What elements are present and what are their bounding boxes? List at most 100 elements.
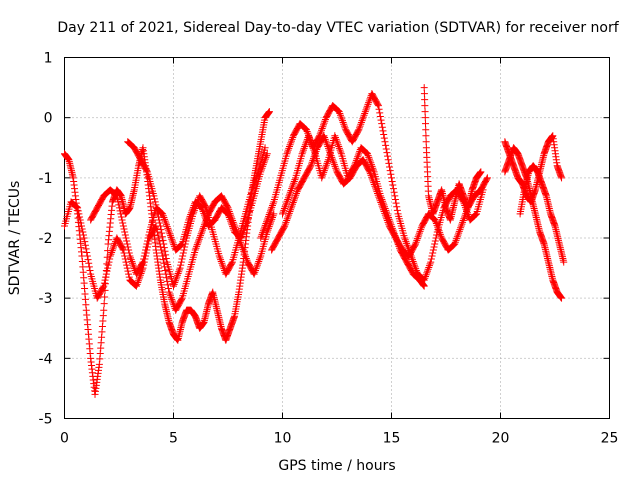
data-point xyxy=(392,233,400,241)
data-point xyxy=(74,207,82,215)
data-point xyxy=(308,158,316,166)
data-point xyxy=(242,254,250,262)
data-point xyxy=(355,126,363,134)
data-point xyxy=(335,108,343,116)
data-point xyxy=(135,275,143,283)
data-point xyxy=(395,242,403,250)
data-point xyxy=(366,95,374,103)
data-point xyxy=(123,237,131,245)
data-point xyxy=(162,254,170,262)
data-point xyxy=(164,281,172,289)
data-point xyxy=(388,174,395,182)
data-point xyxy=(237,240,245,248)
data-point xyxy=(383,210,391,218)
data-point xyxy=(369,177,377,185)
data-point xyxy=(365,153,373,161)
data-point xyxy=(169,239,177,247)
data-point xyxy=(77,219,85,227)
data-point xyxy=(110,241,118,249)
data-point xyxy=(122,258,130,266)
data-point xyxy=(289,181,297,189)
data-point xyxy=(380,134,388,142)
data-point xyxy=(287,204,295,212)
data-point xyxy=(429,249,437,257)
data-point xyxy=(215,252,223,260)
data-point xyxy=(167,233,175,241)
data-point xyxy=(121,255,129,263)
data-point xyxy=(333,137,341,145)
data-point xyxy=(269,212,277,220)
data-point xyxy=(259,229,267,237)
data-point xyxy=(180,246,188,254)
data-point xyxy=(170,301,178,309)
data-point xyxy=(379,199,387,207)
data-point xyxy=(426,260,434,268)
data-point xyxy=(159,236,167,244)
data-point xyxy=(290,197,298,205)
data-point xyxy=(133,280,141,288)
data-point xyxy=(290,177,298,185)
data-point xyxy=(425,262,433,270)
data-point xyxy=(393,206,401,214)
data-point xyxy=(170,282,177,290)
data-point xyxy=(159,256,167,264)
data-point xyxy=(363,104,371,112)
data-point xyxy=(267,217,275,225)
data-point xyxy=(243,256,251,264)
data-point xyxy=(257,232,265,240)
data-point xyxy=(119,222,127,230)
data-point xyxy=(422,138,430,146)
data-point xyxy=(179,249,187,257)
data-point xyxy=(351,160,359,168)
data-point xyxy=(364,152,372,160)
data-point xyxy=(415,229,423,237)
data-point xyxy=(455,229,463,237)
data-point xyxy=(194,197,202,205)
data-point xyxy=(111,239,119,247)
data-point xyxy=(258,230,266,238)
data-point xyxy=(339,118,347,126)
data-point xyxy=(337,148,345,156)
data-point xyxy=(162,219,170,227)
data-point xyxy=(174,269,182,277)
data-point xyxy=(177,261,185,269)
data-point xyxy=(306,163,314,171)
data-point xyxy=(283,197,291,205)
data-point xyxy=(301,141,309,149)
data-point xyxy=(160,244,168,252)
data-point xyxy=(193,241,201,249)
data-point xyxy=(284,146,292,154)
data-point xyxy=(436,229,444,237)
data-point xyxy=(425,263,433,271)
data-point xyxy=(483,175,491,183)
data-point xyxy=(436,230,444,238)
data-point xyxy=(385,215,393,223)
data-point xyxy=(337,113,345,121)
data-point xyxy=(366,157,374,165)
series-trace-d xyxy=(124,138,269,290)
data-point xyxy=(307,162,315,170)
data-point xyxy=(430,243,438,251)
data-point xyxy=(307,139,315,147)
data-point xyxy=(350,162,358,170)
data-point xyxy=(177,258,185,266)
data-point xyxy=(379,127,387,135)
data-point xyxy=(218,259,226,267)
data-point xyxy=(115,201,123,209)
data-point xyxy=(354,151,362,159)
data-point xyxy=(178,295,186,303)
data-point xyxy=(287,206,295,214)
data-point xyxy=(193,242,201,250)
data-point xyxy=(330,161,338,169)
data-point xyxy=(388,177,396,185)
data-point xyxy=(290,195,298,203)
data-point xyxy=(256,254,264,262)
x-tick-label: 20 xyxy=(492,431,510,447)
data-point xyxy=(115,204,123,212)
data-point xyxy=(283,215,291,223)
data-point xyxy=(170,241,178,249)
data-point xyxy=(152,204,160,212)
data-point xyxy=(459,218,467,226)
data-point xyxy=(376,112,384,120)
